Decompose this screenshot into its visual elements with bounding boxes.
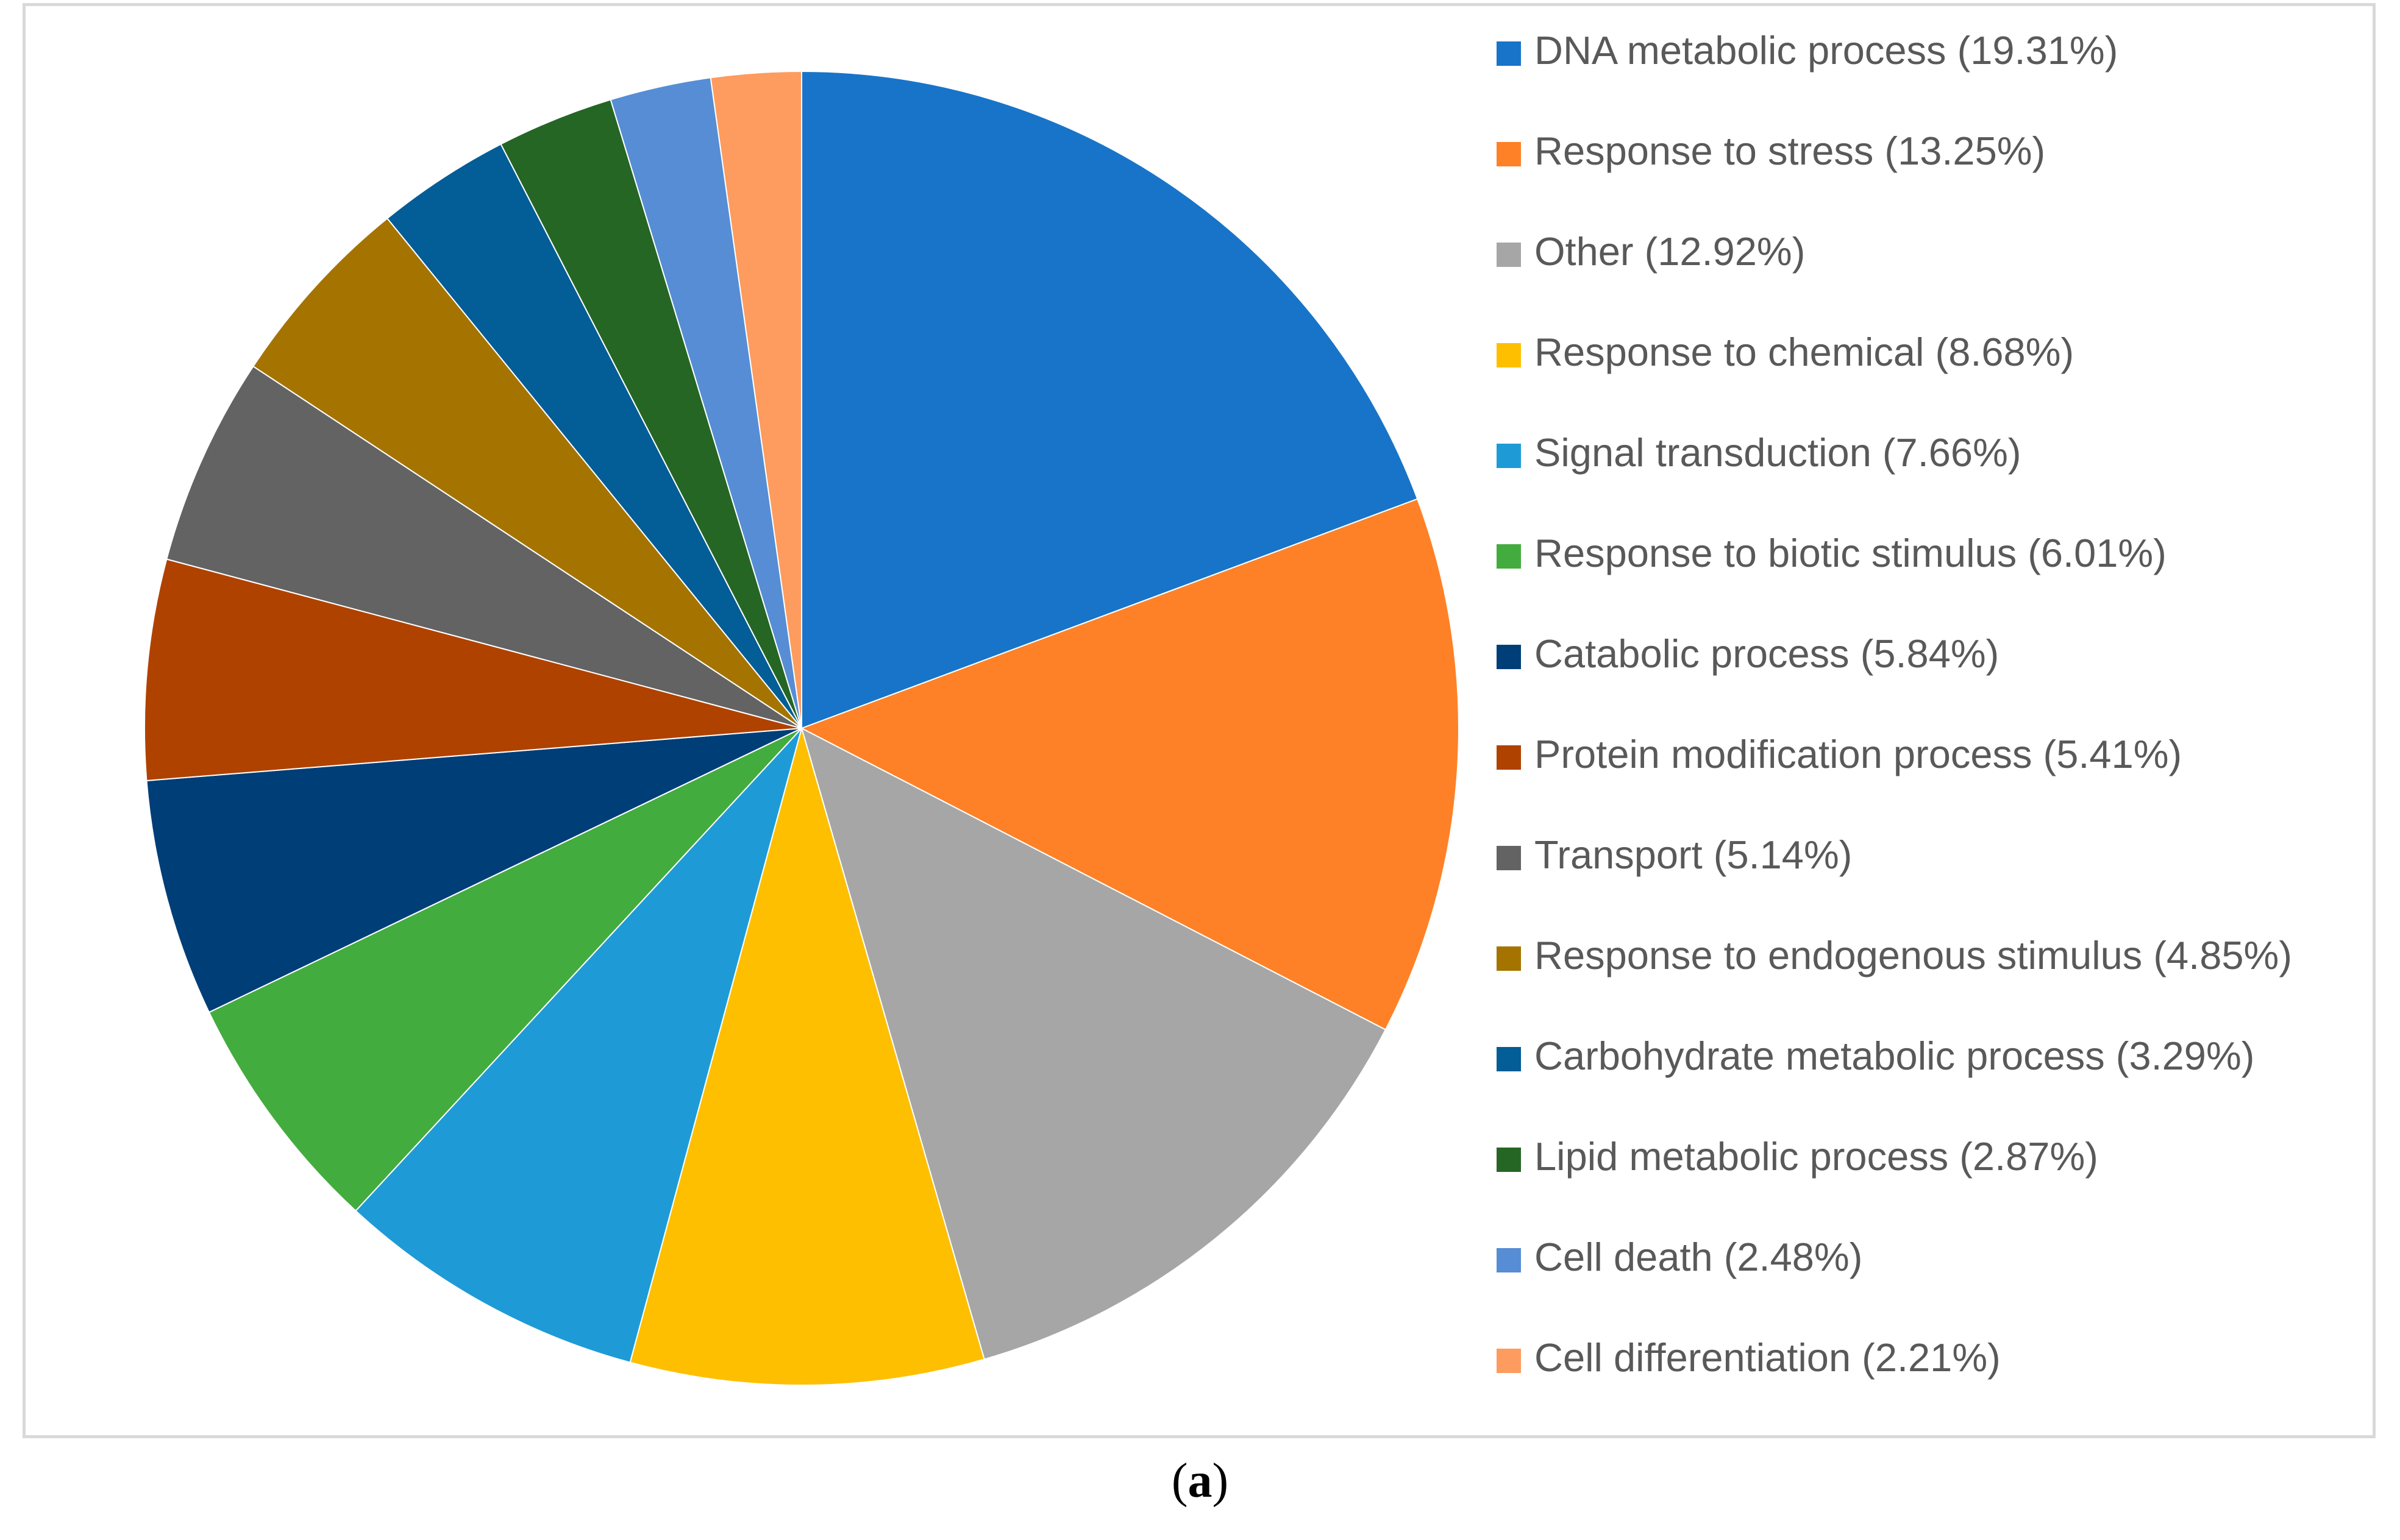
pie-slice-9 [252, 217, 802, 729]
legend-label: Catabolic process (5.84%) [1534, 631, 1999, 676]
legend-swatch [1497, 1148, 1521, 1172]
legend-label: DNA metabolic process (19.31%) [1534, 28, 2118, 73]
pie-slice-13 [710, 70, 802, 729]
legend-item: Response to stress (13.25%) [1497, 124, 2368, 179]
legend-item: Response to chemical (8.68%) [1497, 325, 2368, 380]
legend-item: Carbohydrate metabolic process (3.29%) [1497, 1029, 2368, 1084]
legend-swatch [1497, 946, 1521, 971]
pie-slice-3 [629, 726, 985, 1386]
legend-swatch [1497, 1248, 1521, 1272]
legend-item: Cell differentiation (2.21%) [1497, 1330, 2368, 1385]
legend-swatch [1497, 846, 1521, 870]
legend-label: Response to endogenous stimulus (4.85%) [1534, 933, 2292, 978]
legend-label: Response to chemical (8.68%) [1534, 330, 2074, 374]
pie-slice-0 [801, 70, 1419, 729]
legend-swatch [1497, 1349, 1521, 1373]
legend-item: Protein modification process (5.41%) [1497, 727, 2368, 782]
legend-item: Other (12.92%) [1497, 224, 2368, 279]
legend-item: Catabolic process (5.84%) [1497, 626, 2368, 681]
legend-swatch [1497, 41, 1521, 66]
legend-item: Cell death (2.48%) [1497, 1230, 2368, 1285]
pie-slice-2 [800, 727, 1387, 1360]
legend-label: Response to biotic stimulus (6.01%) [1534, 531, 2167, 575]
pie-slice-1 [800, 498, 1459, 1031]
caption-letter: a [1188, 1454, 1212, 1508]
caption-open-paren: ( [1171, 1454, 1188, 1508]
legend-label: Lipid metabolic process (2.87%) [1534, 1134, 2098, 1179]
legend-swatch [1497, 243, 1521, 267]
pie-slice-6 [146, 728, 802, 1013]
pie-slice-10 [386, 143, 802, 729]
figure-caption: (a) [0, 1453, 2400, 1509]
pie-slices [144, 70, 1459, 1386]
legend-swatch [1497, 645, 1521, 669]
legend-swatch [1497, 745, 1521, 770]
legend-label: Transport (5.14%) [1534, 832, 1853, 877]
caption-close-paren: ) [1212, 1454, 1229, 1508]
legend-label: Signal transduction (7.66%) [1534, 430, 2021, 475]
legend-item: Transport (5.14%) [1497, 828, 2368, 882]
legend-swatch [1497, 444, 1521, 468]
legend-label: Protein modification process (5.41%) [1534, 732, 2182, 776]
legend-label: Other (12.92%) [1534, 229, 1806, 274]
legend-label: Response to stress (13.25%) [1534, 129, 2046, 173]
pie-slice-8 [166, 365, 802, 729]
legend-item: Response to biotic stimulus (6.01%) [1497, 526, 2368, 581]
pie-slice-7 [144, 558, 802, 782]
legend-swatch [1497, 1047, 1521, 1071]
legend-item: Response to endogenous stimulus (4.85%) [1497, 928, 2368, 983]
legend-item: DNA metabolic process (19.31%) [1497, 23, 2368, 78]
legend-label: Cell differentiation (2.21%) [1534, 1335, 2001, 1380]
legend-item: Signal transduction (7.66%) [1497, 425, 2368, 480]
legend-swatch [1497, 544, 1521, 569]
pie-slice-5 [208, 728, 802, 1212]
legend-swatch [1497, 142, 1521, 166]
legend-label: Cell death (2.48%) [1534, 1235, 1863, 1279]
legend-swatch [1497, 343, 1521, 367]
legend-label: Carbohydrate metabolic process (3.29%) [1534, 1034, 2255, 1078]
pie-slice-4 [355, 728, 802, 1363]
legend-item: Lipid metabolic process (2.87%) [1497, 1129, 2368, 1184]
